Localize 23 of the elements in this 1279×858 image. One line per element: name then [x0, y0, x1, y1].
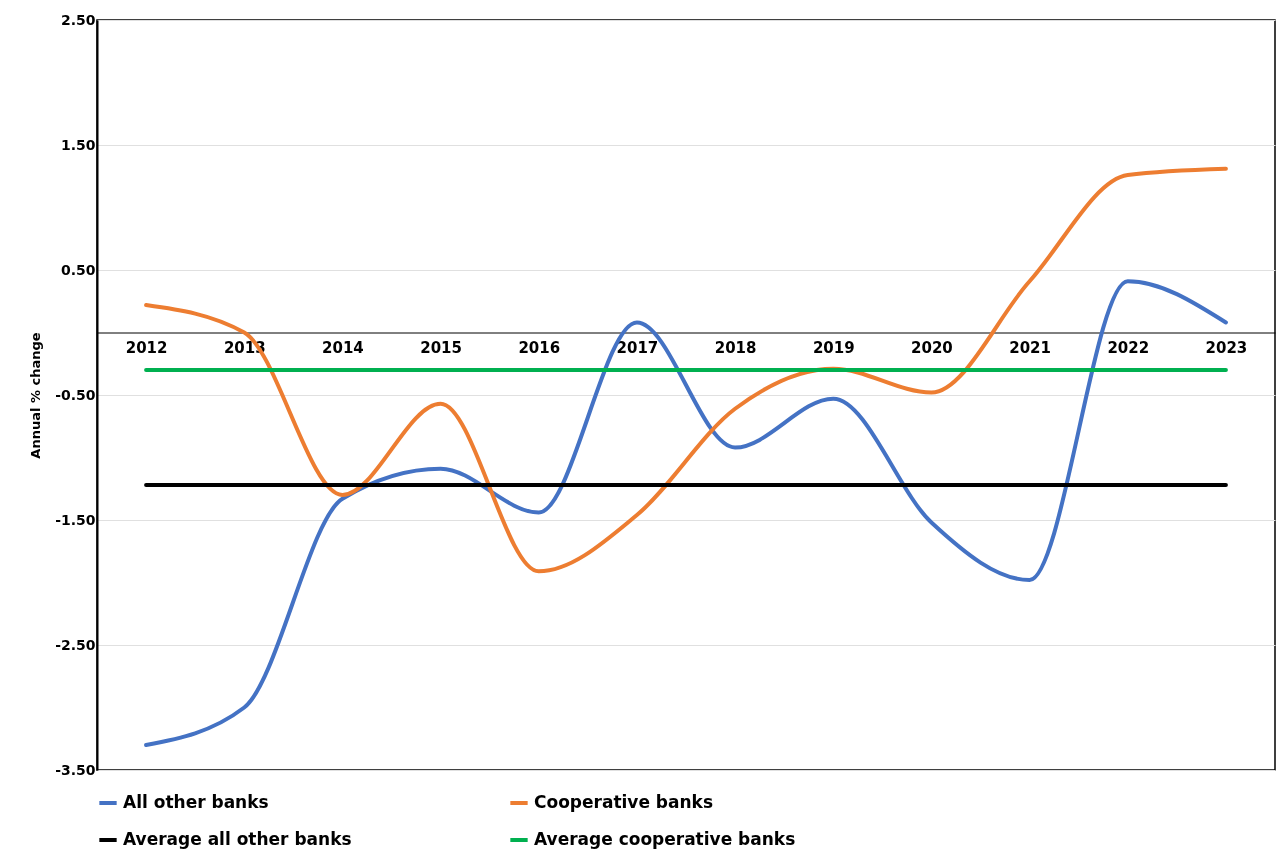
x-tick-label: 2020 [911, 339, 953, 357]
x-tick-label: 2017 [616, 339, 659, 357]
y-axis-title: Annual % change [28, 332, 44, 459]
legend-label: Average all other banks [123, 829, 352, 849]
x-tick-label: 2015 [420, 339, 462, 357]
x-tick-label: 2022 [1107, 339, 1150, 357]
x-tick-label: 2019 [812, 339, 855, 357]
y-tick-label: 2.50 [60, 11, 96, 28]
x-tick-label: 2021 [1009, 339, 1051, 357]
x-tick-label: 2012 [125, 339, 168, 357]
y-tick-label: 1.50 [60, 136, 96, 153]
y-tick-label: -2.50 [55, 636, 96, 653]
legend-label: Average cooperative banks [534, 829, 796, 849]
legend-label: All other banks [123, 792, 269, 812]
x-tick-label: 2014 [322, 339, 364, 357]
y-tick-label: -0.50 [55, 386, 96, 403]
x-tick-label: 2018 [714, 339, 757, 357]
x-tick-label: 2016 [518, 339, 561, 357]
y-tick-label: -1.50 [55, 511, 96, 528]
y-tick-label: -3.50 [55, 761, 96, 778]
legend-label: Cooperative banks [534, 792, 714, 812]
y-tick-label: 0.50 [60, 261, 96, 278]
x-tick-label: 2023 [1205, 339, 1248, 357]
